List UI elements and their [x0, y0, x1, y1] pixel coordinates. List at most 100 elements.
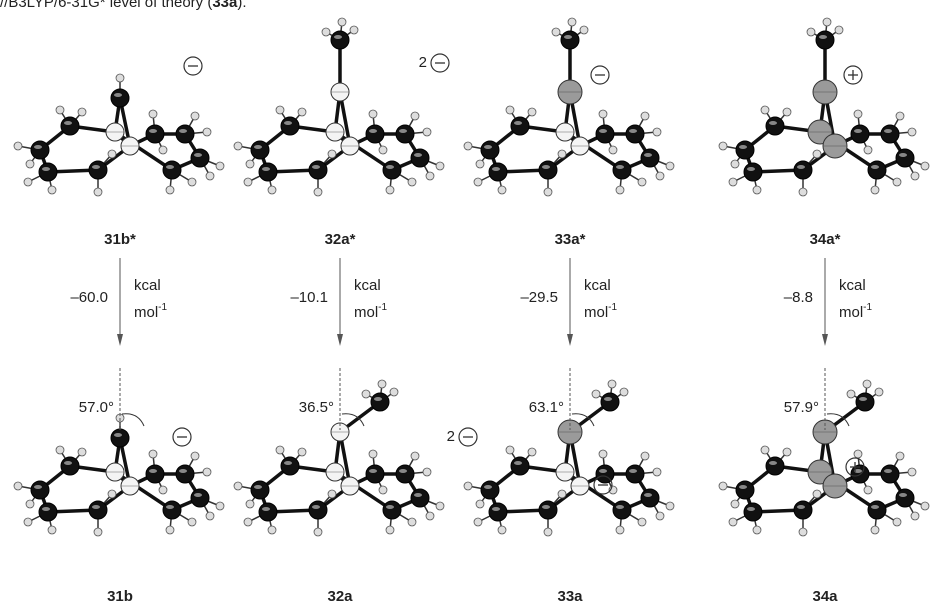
highlight: [92, 165, 100, 169]
hydrogen: [411, 452, 419, 460]
carbon: [613, 501, 631, 519]
carbon: [489, 503, 507, 521]
carbon: [366, 465, 384, 483]
hydrogen: [203, 468, 211, 476]
carbon: [744, 503, 762, 521]
highlight: [797, 165, 805, 169]
highlight: [179, 129, 187, 133]
highlight: [166, 165, 174, 169]
hydrogen: [314, 188, 322, 196]
highlight: [644, 493, 652, 497]
highlight: [899, 493, 907, 497]
unit: kcal: [839, 277, 866, 294]
hydrogen: [166, 526, 174, 534]
hydrogen: [896, 112, 904, 120]
carbon: [868, 501, 886, 519]
highlight: [114, 93, 122, 97]
highlight: [262, 167, 270, 171]
bottom-label: 33a: [557, 588, 583, 605]
hydrogen: [94, 528, 102, 536]
hydrogen: [322, 28, 330, 36]
carbon: [744, 163, 762, 181]
hydrogen: [328, 490, 336, 498]
hydrogen: [616, 186, 624, 194]
hydrogen: [436, 502, 444, 510]
hydrogen: [423, 468, 431, 476]
hydrogen: [783, 448, 791, 456]
carbon: [39, 503, 57, 521]
energy: –10.1: [290, 289, 328, 306]
energy: –29.5: [520, 289, 558, 306]
angle-arc: [122, 414, 144, 426]
carbon: [259, 503, 277, 521]
hydrogen: [379, 146, 387, 154]
carbon: [856, 393, 874, 411]
hydrogen: [206, 172, 214, 180]
carbon: [896, 489, 914, 507]
highlight: [284, 121, 292, 125]
carbon: [61, 457, 79, 475]
highlight: [386, 505, 394, 509]
molecule: [14, 414, 224, 536]
carbon: [111, 429, 129, 447]
hydrogen: [108, 490, 116, 498]
carbon: [601, 393, 619, 411]
hydrogen: [426, 512, 434, 520]
carbon: [251, 141, 269, 159]
carbon: [896, 149, 914, 167]
hydrogen: [14, 482, 22, 490]
highlight: [797, 505, 805, 509]
carbon: [89, 161, 107, 179]
hydrogen: [875, 388, 883, 396]
highlight: [149, 129, 157, 133]
hydrogen: [244, 518, 252, 526]
charge-count: 2: [447, 428, 455, 445]
unit: mol-1: [354, 302, 388, 321]
hydrogen: [328, 150, 336, 158]
highlight: [769, 461, 777, 465]
hydrogen: [506, 446, 514, 454]
angle: 36.5°: [299, 399, 334, 416]
hydrogen: [474, 178, 482, 186]
hydrogen: [568, 18, 576, 26]
carbon: [146, 125, 164, 143]
carbon: [539, 501, 557, 519]
hydrogen: [476, 160, 484, 168]
hydrogen: [14, 142, 22, 150]
highlight: [484, 145, 492, 149]
hydrogen: [159, 486, 167, 494]
highlight: [194, 153, 202, 157]
energy: –60.0: [70, 289, 108, 306]
charge-count: 2: [419, 54, 427, 71]
hydrogen: [426, 172, 434, 180]
hydrogen: [78, 448, 86, 456]
hydrogen: [298, 448, 306, 456]
carbon: [309, 501, 327, 519]
carbon: [868, 161, 886, 179]
hydrogen: [369, 110, 377, 118]
hydrogen: [56, 446, 64, 454]
carbon: [411, 149, 429, 167]
top-label: 32a*: [325, 231, 356, 248]
hydrogen: [268, 186, 276, 194]
arrow-head: [567, 334, 573, 346]
highlight: [859, 397, 867, 401]
molecule: [234, 380, 444, 536]
hydrogen: [893, 178, 901, 186]
carbon: [176, 125, 194, 143]
bottom-label: 31b: [107, 588, 133, 605]
highlight: [514, 461, 522, 465]
highlight: [747, 507, 755, 511]
highlight: [399, 129, 407, 133]
highlight: [414, 153, 422, 157]
highlight: [42, 507, 50, 511]
unit-base: mol: [584, 304, 608, 321]
hydrogen: [314, 528, 322, 536]
hydrogen: [24, 518, 32, 526]
hydrogen: [244, 178, 252, 186]
hydrogen: [191, 112, 199, 120]
hydrogen: [188, 518, 196, 526]
hydrogen: [408, 518, 416, 526]
highlight: [312, 165, 320, 169]
carbon: [163, 161, 181, 179]
